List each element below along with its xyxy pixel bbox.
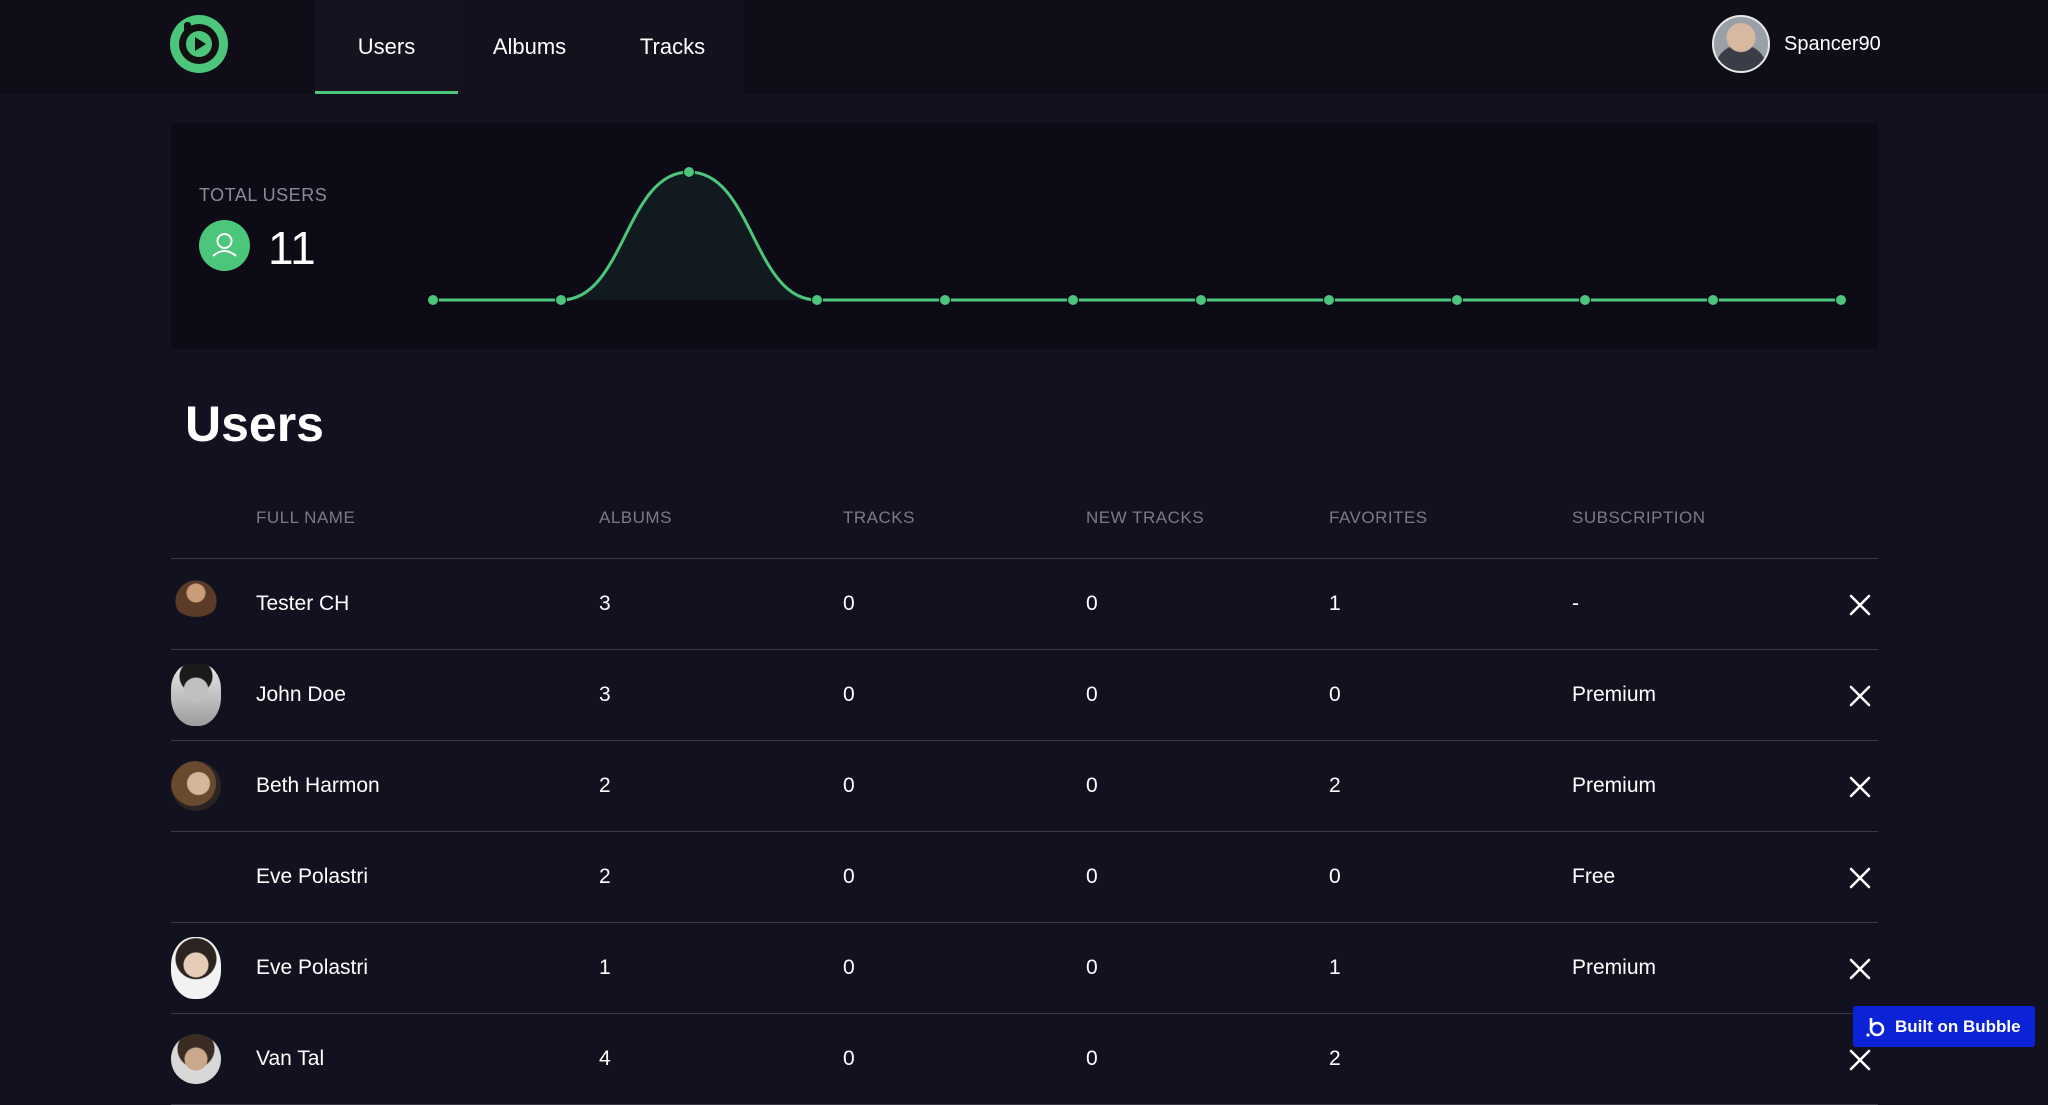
built-on-bubble-badge[interactable]: Built on Bubble [1853,1006,2035,1047]
cell-full-name: Eve Polastri [256,865,369,888]
main-nav: Users Albums Tracks [315,0,744,94]
cell-full-name: John Doe [256,683,346,706]
top-navigation-bar: Users Albums Tracks Spancer90 [0,0,2048,94]
cell-tracks: 0 [843,865,855,888]
tab-albums[interactable]: Albums [458,0,601,94]
avatar [171,1034,221,1084]
chart-point-10[interactable] [1707,294,1719,306]
cell-new-tracks: 0 [1086,956,1098,979]
chart-point-0[interactable] [427,294,439,306]
tab-tracks-label: Tracks [639,34,706,59]
chart-point-4[interactable] [939,294,951,306]
users-trend-chart [427,166,1847,306]
table-header: FULL NAME ALBUMS TRACKS NEW TRACKS FAVOR… [171,494,1878,559]
chart-point-2[interactable] [683,166,695,178]
cell-subscription: Premium [1572,956,1657,979]
chart-point-8[interactable] [1451,294,1463,306]
table-row[interactable]: Eve Polastri 2 0 0 0 Free [171,832,1878,923]
cell-favorites: 2 [1329,1047,1341,1070]
cell-favorites: 1 [1329,956,1341,979]
cell-albums: 2 [599,774,611,797]
table-row[interactable]: Beth Harmon 2 0 0 2 Premium [171,741,1878,832]
cell-new-tracks: 0 [1086,1047,1098,1070]
cell-albums: 1 [599,956,611,979]
total-users-card: TOTAL USERS 11 [171,123,1878,349]
chart-point-5[interactable] [1067,294,1079,306]
chart-point-9[interactable] [1579,294,1591,306]
chart-point-6[interactable] [1195,294,1207,306]
cell-albums: 3 [599,592,611,615]
column-header-favorites: FAVORITES [1329,508,1428,527]
cell-new-tracks: 0 [1086,592,1098,615]
tab-users-label: Users [357,34,416,59]
cell-tracks: 0 [843,774,855,797]
table-row[interactable]: John Doe 3 0 0 0 Premium [171,650,1878,741]
chart-point-3[interactable] [811,294,823,306]
user-menu[interactable]: Spancer90 [1712,15,1881,73]
tab-users[interactable]: Users [315,0,458,94]
cell-subscription: - [1572,592,1579,615]
cell-subscription: Premium [1572,774,1657,797]
cell-full-name: Van Tal [256,1047,325,1070]
cell-albums: 4 [599,1047,611,1070]
table-row[interactable]: Van Tal 4 0 0 2 [171,1014,1878,1105]
stats-value: 11 [268,222,316,274]
cell-new-tracks: 0 [1086,683,1098,706]
stats-label: TOTAL USERS [199,185,328,205]
column-header-tracks: TRACKS [843,508,915,527]
cell-full-name: Beth Harmon [256,774,380,797]
column-header-full-name: FULL NAME [256,508,356,527]
table-row[interactable]: Tester CH 3 0 0 1 - [171,559,1878,650]
bubble-logo-icon [1866,1017,1885,1037]
avatar [171,937,221,999]
chart-point-7[interactable] [1323,294,1335,306]
close-icon[interactable] [1848,957,1872,981]
cell-albums: 2 [599,865,611,888]
table-row[interactable]: Eve Polastri 1 0 0 1 Premium [171,923,1878,1014]
cell-full-name: Tester CH [256,592,350,615]
page-title: Users [185,396,324,452]
close-icon[interactable] [1848,866,1872,890]
column-header-new-tracks: NEW TRACKS [1086,508,1205,527]
avatar [171,664,221,726]
cell-subscription: Premium [1572,683,1657,706]
cell-new-tracks: 0 [1086,865,1098,888]
close-icon[interactable] [1848,684,1872,708]
tab-tracks[interactable]: Tracks [601,0,744,94]
cell-tracks: 0 [843,683,855,706]
avatar [171,577,221,617]
avatar [171,761,221,811]
cell-subscription: Free [1572,865,1616,888]
cell-tracks: 0 [843,1047,855,1070]
column-header-albums: ALBUMS [599,508,672,527]
user-icon [199,220,250,271]
avatar[interactable] [1712,15,1770,73]
column-header-subscription: SUBSCRIPTION [1572,508,1706,527]
cell-new-tracks: 0 [1086,774,1098,797]
username: Spancer90 [1784,32,1881,55]
close-icon[interactable] [1848,775,1872,799]
users-table: FULL NAME ALBUMS TRACKS NEW TRACKS FAVOR… [171,494,1878,1105]
badge-label: Built on Bubble [1895,1016,2021,1036]
cell-favorites: 0 [1329,865,1341,888]
close-icon[interactable] [1848,1048,1872,1072]
cell-full-name: Eve Polastri [256,956,369,979]
bubble-logo-icon[interactable] [170,15,228,73]
cell-albums: 3 [599,683,611,706]
tab-albums-label: Albums [492,34,567,59]
chart-area [433,172,1841,300]
cell-favorites: 1 [1329,592,1341,615]
cell-favorites: 2 [1329,774,1341,797]
cell-tracks: 0 [843,956,855,979]
cell-favorites: 0 [1329,683,1341,706]
cell-tracks: 0 [843,592,855,615]
close-icon[interactable] [1848,593,1872,617]
chart-point-11[interactable] [1835,294,1847,306]
chart-point-1[interactable] [555,294,567,306]
